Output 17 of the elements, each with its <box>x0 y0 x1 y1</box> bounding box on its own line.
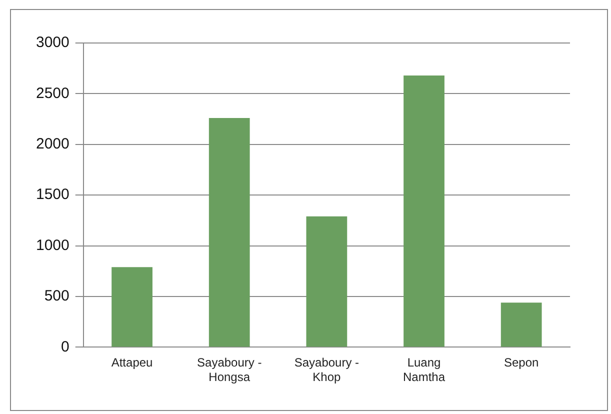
y-tick-label: 1000 <box>36 236 70 254</box>
bar <box>112 267 152 347</box>
y-tick-label: 2000 <box>36 136 70 153</box>
y-tick-label: 0 <box>61 338 70 356</box>
bar <box>208 118 250 347</box>
y-tick-label: 2500 <box>36 84 70 102</box>
bar <box>500 302 542 347</box>
x-tick-label: Luang Namtha <box>402 356 446 384</box>
y-tick-label: 1500 <box>36 186 70 204</box>
x-tick-label: Attapeu <box>111 356 153 370</box>
x-tick-label: Sayaboury - Khop <box>294 356 360 384</box>
bar <box>404 75 444 347</box>
y-tick-label: 500 <box>44 288 70 305</box>
x-tick-label: Sepon <box>504 356 539 370</box>
y-tick-label: 3000 <box>36 34 70 52</box>
x-tick-label: Sayaboury - Hongsa <box>197 356 262 384</box>
bar <box>306 216 348 347</box>
